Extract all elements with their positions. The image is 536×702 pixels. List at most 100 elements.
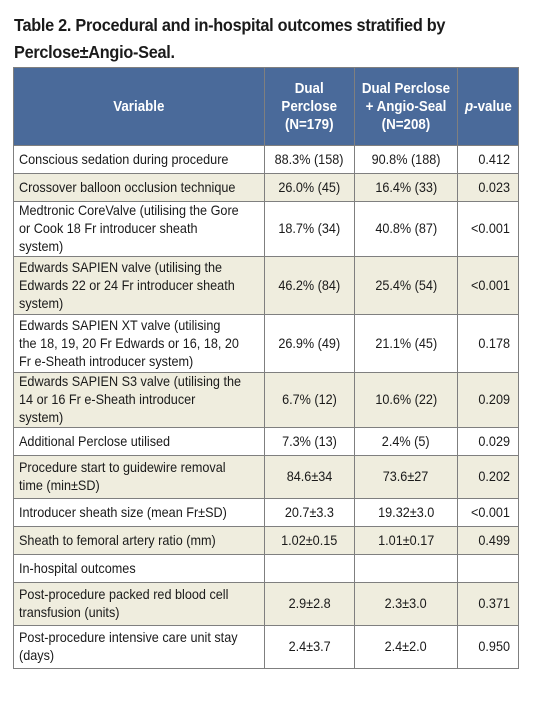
- cell-text: Introducer sheath size (mean Fr±SD): [19, 504, 227, 520]
- row-variable-cell: Edwards SAPIEN XT valve (utilising the 1…: [13, 314, 265, 373]
- table-row: Procedure start to guidewire removal tim…: [13, 455, 519, 499]
- row-variable-cell: Edwards SAPIEN valve (utilising the Edwa…: [13, 256, 265, 315]
- header-line: Perclose: [281, 98, 338, 115]
- row-dual-perclose-cell: 26.9% (49): [264, 314, 355, 373]
- cell-text: Procedure start to guidewire removal tim…: [19, 460, 226, 493]
- outcomes-table: Variable Dual Perclose (N=179) Dual Perc…: [13, 67, 519, 669]
- cell-text: 0.202: [478, 469, 510, 484]
- row-dual-perclose-cell: 84.6±34: [264, 455, 355, 499]
- row-variable-cell: Medtronic CoreValve (utilising the Gore …: [13, 201, 265, 257]
- table-title: Table 2. Procedural and in-hospital outc…: [14, 15, 446, 62]
- row-dual-perclose-cell: 2.9±2.8: [264, 582, 355, 626]
- row-p-value-cell: 0.371: [457, 582, 519, 626]
- row-p-value-cell: 0.209: [457, 372, 519, 428]
- cell-text: In-hospital outcomes: [19, 560, 136, 576]
- cell-text: 10.6% (22): [375, 392, 437, 407]
- cell-text: 18.7% (34): [278, 221, 341, 236]
- p-italic: p: [464, 98, 473, 115]
- row-variable-cell: Crossover balloon occlusion technique: [13, 173, 265, 202]
- header-line: Dual: [295, 80, 324, 97]
- cell-text: <0.001: [470, 221, 510, 236]
- row-dual-perclose-cell: 1.02±0.15: [264, 526, 355, 555]
- header-line: (N=208): [381, 116, 431, 133]
- cell-text: 40.8% (87): [375, 221, 437, 236]
- row-p-value-cell: <0.001: [457, 498, 519, 527]
- header-line: Dual Perclose: [361, 80, 451, 97]
- cell-text: 0.371: [478, 596, 510, 611]
- cell-text: 20.7±3.3: [284, 504, 335, 520]
- row-variable-cell: Post-procedure packed red blood cell tra…: [13, 582, 265, 626]
- row-dual-angio-cell: 90.8% (188): [354, 145, 458, 174]
- cell-text: 0.209: [478, 392, 510, 407]
- row-dual-angio-cell: 2.3±3.0: [354, 582, 458, 626]
- row-dual-angio-cell: 25.4% (54): [354, 256, 458, 315]
- cell-text: 0.023: [478, 179, 510, 195]
- column-header-p-value: p-value: [457, 67, 519, 146]
- row-dual-angio-cell: 16.4% (33): [354, 173, 458, 202]
- row-p-value-cell: 0.950: [457, 625, 519, 669]
- cell-text: 21.1% (45): [375, 335, 437, 351]
- cell-text: 84.6±34: [286, 469, 333, 484]
- cell-text: Post-procedure packed red blood cell tra…: [19, 587, 229, 620]
- row-dual-perclose-cell: 18.7% (34): [264, 201, 355, 257]
- cell-text: 26.9% (49): [278, 335, 341, 351]
- row-p-value-cell: 0.029: [457, 427, 519, 456]
- row-variable-cell: Sheath to femoral artery ratio (mm): [13, 526, 265, 555]
- cell-text: 2.4% (5): [382, 433, 430, 449]
- cell-text: 6.7% (12): [282, 392, 337, 407]
- table-row: Post-procedure packed red blood cell tra…: [13, 582, 519, 626]
- row-dual-perclose-cell: 46.2% (84): [264, 256, 355, 315]
- cell-text: 0.950: [478, 639, 510, 654]
- row-variable-cell: Procedure start to guidewire removal tim…: [13, 455, 265, 499]
- row-variable-cell: Additional Perclose utilised: [13, 427, 265, 456]
- row-p-value-cell: 0.412: [457, 145, 519, 174]
- cell-text: Conscious sedation during procedure: [19, 151, 229, 167]
- cell-text: Sheath to femoral artery ratio (mm): [19, 532, 216, 548]
- cell-text: Additional Perclose utilised: [19, 433, 171, 449]
- cell-text: Post-procedure intensive care unit stay …: [19, 630, 238, 663]
- cell-text: 0.412: [478, 151, 510, 167]
- column-header-variable: Variable: [13, 67, 265, 146]
- cell-text: 2.9±2.8: [288, 596, 331, 611]
- table-row: Medtronic CoreValve (utilising the Gore …: [13, 201, 519, 257]
- row-variable-cell: In-hospital outcomes: [13, 554, 265, 583]
- row-variable-cell: Post-procedure intensive care unit stay …: [13, 625, 265, 669]
- row-dual-perclose-cell: [264, 554, 355, 583]
- cell-text: 2.4±3.7: [288, 639, 331, 654]
- cell-text: Edwards SAPIEN XT valve (utilising the 1…: [19, 317, 239, 369]
- cell-text: 88.3% (158): [275, 151, 344, 167]
- table-row: In-hospital outcomes: [13, 554, 519, 583]
- row-p-value-cell: 0.202: [457, 455, 519, 499]
- row-p-value-cell: [457, 554, 519, 583]
- cell-text: 16.4% (33): [375, 179, 437, 195]
- cell-text: <0.001: [470, 504, 510, 520]
- table-row: Crossover balloon occlusion technique 26.…: [13, 173, 519, 202]
- table-row: Introducer sheath size (mean Fr±SD) 20.7±…: [13, 498, 519, 527]
- column-header-dual-perclose: Dual Perclose (N=179): [264, 67, 355, 146]
- row-p-value-cell: <0.001: [457, 256, 519, 315]
- cell-text: <0.001: [470, 277, 510, 293]
- cell-text: 73.6±27: [383, 469, 429, 484]
- cell-text: 25.4% (54): [375, 277, 437, 293]
- row-dual-perclose-cell: 26.0% (45): [264, 173, 355, 202]
- row-p-value-cell: 0.499: [457, 526, 519, 555]
- cell-text: 0.029: [478, 433, 510, 449]
- row-p-value-cell: 0.178: [457, 314, 519, 373]
- row-dual-angio-cell: 2.4% (5): [354, 427, 458, 456]
- row-dual-angio-cell: 2.4±2.0: [354, 625, 458, 669]
- cell-text: 46.2% (84): [278, 277, 341, 293]
- column-header-dual-perclose-angio-seal: Dual Perclose + Angio-Seal (N=208): [354, 67, 458, 146]
- table-row: Post-procedure intensive care unit stay …: [13, 625, 519, 669]
- cell-text: 2.3±3.0: [384, 596, 428, 611]
- row-dual-angio-cell: 19.32±3.0: [354, 498, 458, 527]
- cell-text: 2.4±2.0: [384, 639, 428, 654]
- table-row: Sheath to femoral artery ratio (mm) 1.02±…: [13, 526, 519, 555]
- table-row: Additional Perclose utilised 7.3% (13) 2.4…: [13, 427, 519, 456]
- table-row: Edwards SAPIEN S3 valve (utilising the 1…: [13, 372, 519, 428]
- row-dual-perclose-cell: 20.7±3.3: [264, 498, 355, 527]
- header-row: Variable Dual Perclose (N=179) Dual Perc…: [13, 67, 519, 146]
- row-variable-cell: Introducer sheath size (mean Fr±SD): [13, 498, 265, 527]
- row-dual-angio-cell: 10.6% (22): [354, 372, 458, 428]
- row-dual-angio-cell: 73.6±27: [354, 455, 458, 499]
- header-line: + Angio-Seal: [365, 98, 447, 115]
